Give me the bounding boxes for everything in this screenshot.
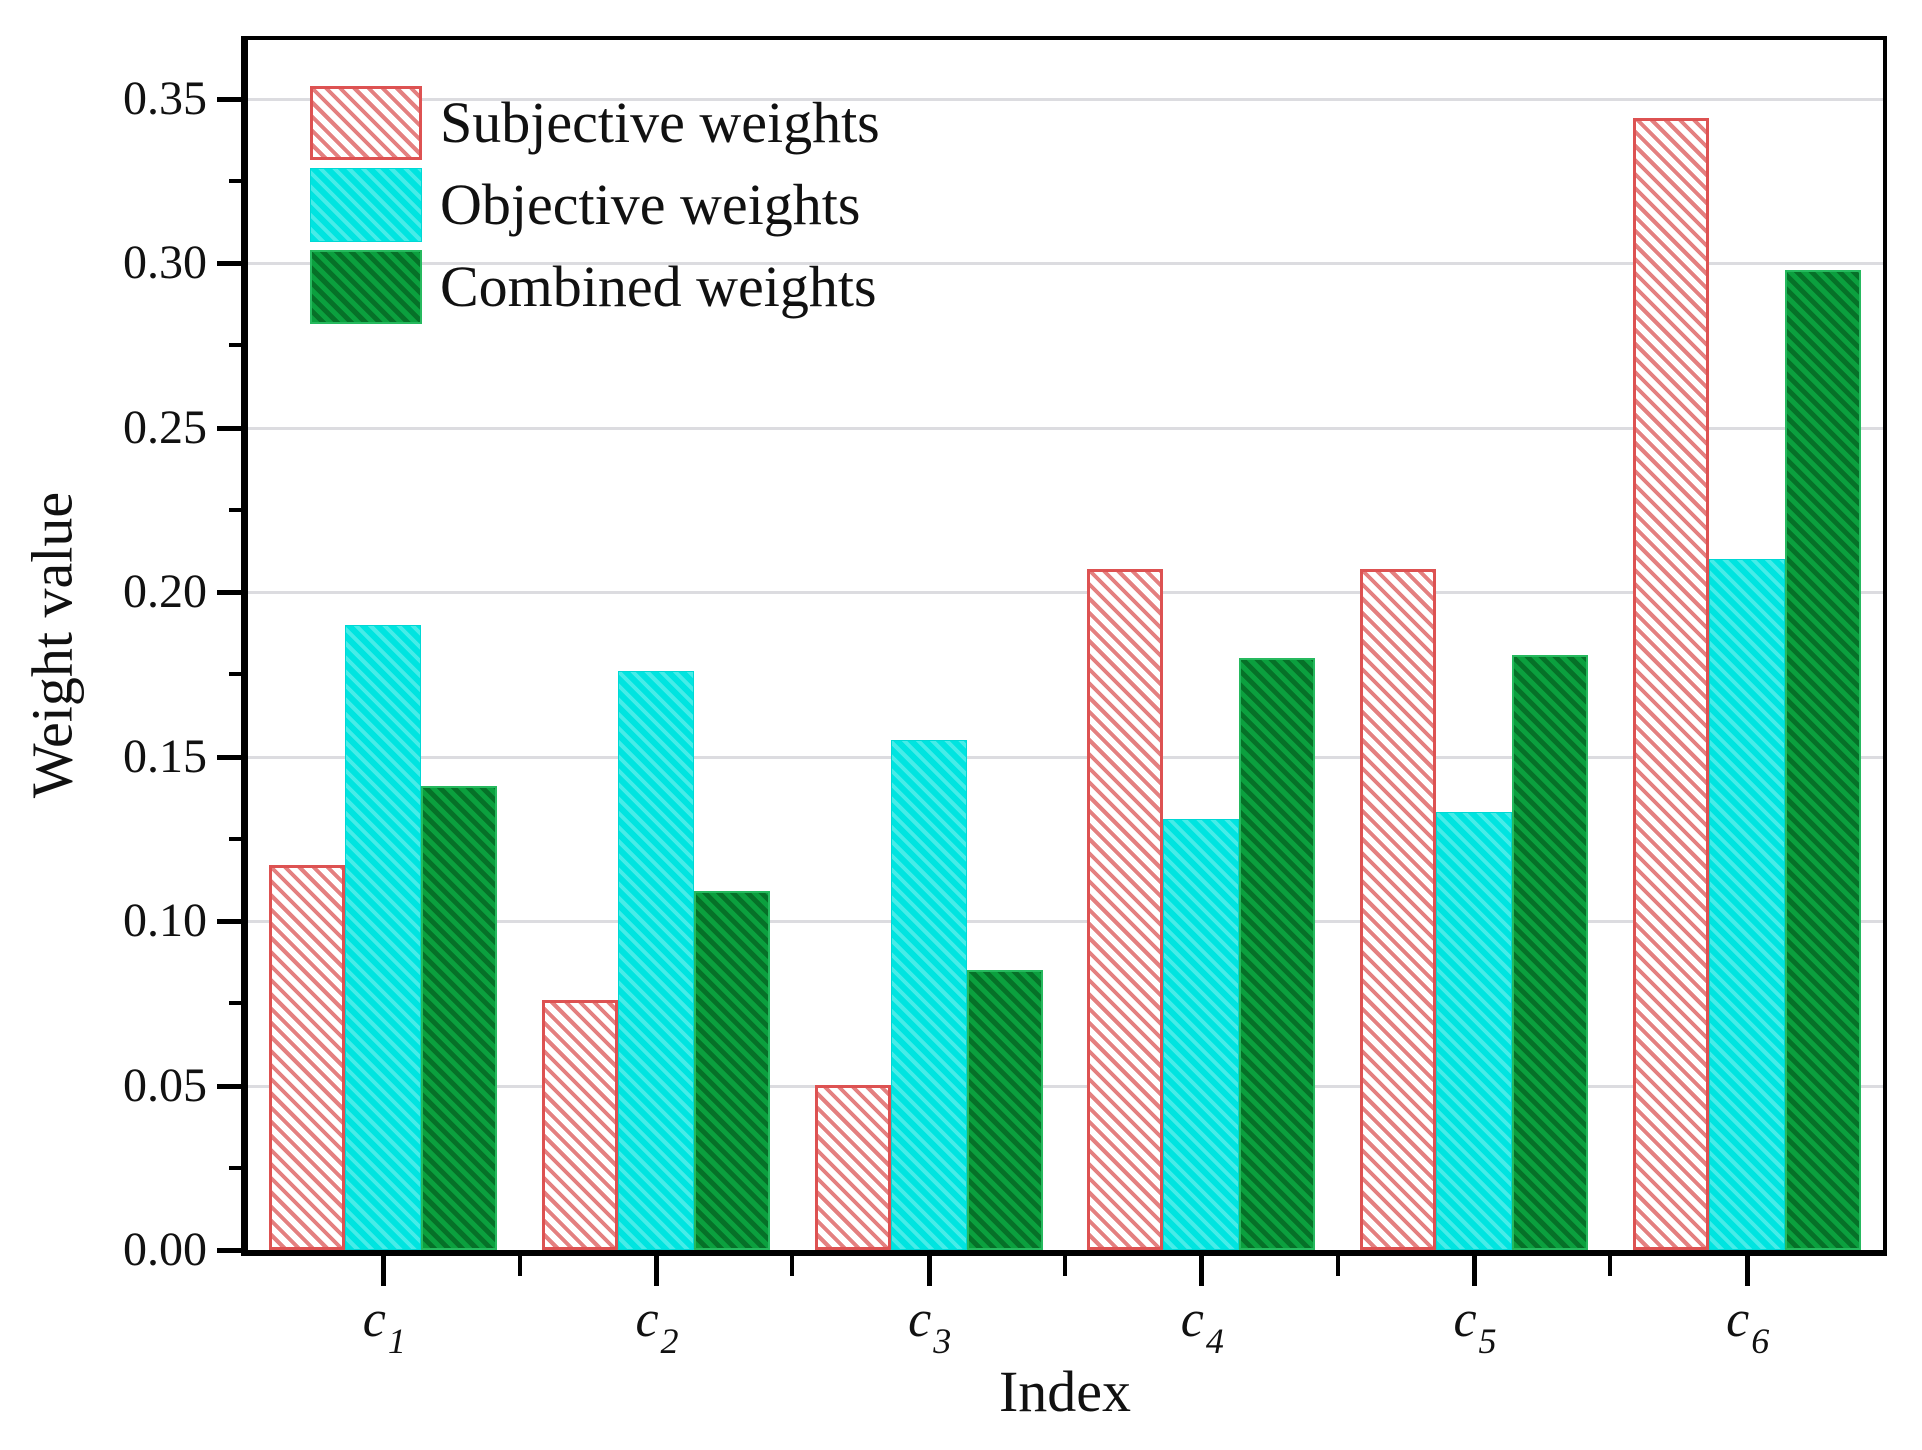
y-gridline [247,426,1883,430]
category-subscript: 2 [660,1321,679,1362]
category-subscript: 6 [1751,1321,1770,1362]
x-category-label: c2 [556,1290,756,1359]
x-minor-tick [517,1256,522,1276]
y-major-tick [217,754,247,760]
y-tick-label: 0.25 [123,400,207,454]
legend-label: Combined weights [440,254,877,319]
x-category-label: c6 [1647,1290,1847,1359]
category-base: c [1453,1291,1477,1348]
x-minor-tick [790,1256,795,1276]
bar-green-hatch-c3 [967,970,1043,1250]
bar-cyan-c2 [618,671,694,1250]
category-base: c [362,1291,386,1348]
bar-red-hatch-c6 [1633,118,1709,1250]
y-gridline [247,1084,1883,1088]
legend-swatch-cyan [310,168,422,242]
y-major-tick [217,1248,247,1253]
y-tick-label: 0.20 [123,565,207,618]
legend-label: Subjective weights [440,90,880,155]
bar-red-hatch-c5 [1360,569,1436,1250]
y-tick-label: 0.00 [123,1223,207,1276]
y-major-tick [217,261,247,266]
y-minor-tick [229,672,247,677]
y-gridline [247,920,1883,923]
x-major-tick [1199,1256,1205,1286]
category-subscript: 1 [387,1321,406,1362]
y-minor-tick [229,836,247,841]
category-base: c [1180,1291,1204,1348]
legend-label: Objective weights [440,172,861,237]
bar-cyan-c4 [1163,819,1239,1250]
x-major-tick [1744,1256,1750,1286]
category-subscript: 5 [1478,1321,1497,1362]
x-category-label: c5 [1374,1290,1574,1359]
y-gridline [247,755,1883,759]
y-gridline [247,591,1883,594]
bar-cyan-c1 [345,625,421,1250]
x-axis-title: Index [998,1359,1132,1424]
x-category-label: c1 [283,1290,483,1359]
bar-cyan-c6 [1709,559,1785,1250]
bar-cyan-c5 [1436,812,1512,1250]
y-minor-tick [229,178,247,183]
y-minor-tick [229,507,247,512]
category-base: c [635,1291,659,1348]
category-base: c [908,1291,932,1348]
x-category-label: c3 [829,1290,1029,1359]
y-minor-tick [229,1001,247,1006]
y-gridline [247,262,1883,265]
legend-swatch-red-hatch [310,86,422,160]
x-minor-tick [1608,1256,1613,1276]
x-major-tick [654,1256,659,1286]
bar-red-hatch-c2 [542,1000,618,1250]
legend-swatch-green-hatch [310,250,422,324]
y-major-tick [217,425,247,431]
x-major-tick [381,1256,387,1286]
y-tick-label: 0.35 [123,71,207,125]
bar-red-hatch-c1 [269,865,345,1250]
bar-green-hatch-c2 [694,891,770,1250]
y-axis-title: Weight value [19,491,85,799]
category-subscript: 3 [933,1321,952,1362]
y-minor-tick [229,1165,247,1170]
x-category-label: c4 [1101,1290,1301,1359]
bar-green-hatch-c6 [1785,270,1861,1250]
y-tick-label: 0.15 [123,729,207,783]
y-major-tick [217,919,247,924]
bar-green-hatch-c5 [1512,655,1588,1250]
y-major-tick [217,1083,247,1089]
category-base: c [1726,1291,1750,1348]
y-tick-label: 0.30 [123,236,207,289]
y-minor-tick [229,343,247,348]
bar-green-hatch-c1 [421,786,497,1250]
y-major-tick [217,590,247,595]
bar-red-hatch-c3 [815,1085,891,1250]
x-major-tick [1472,1256,1477,1286]
category-subscript: 4 [1205,1321,1224,1362]
x-major-tick [926,1256,932,1286]
bar-red-hatch-c4 [1087,569,1163,1250]
y-tick-label: 0.05 [123,1058,207,1112]
bar-green-hatch-c4 [1239,658,1315,1250]
x-minor-tick [1335,1256,1340,1276]
x-minor-tick [1063,1256,1067,1276]
y-gridline [247,97,1883,101]
bar-cyan-c3 [891,740,967,1250]
y-tick-label: 0.10 [123,894,207,947]
y-major-tick [217,96,247,102]
